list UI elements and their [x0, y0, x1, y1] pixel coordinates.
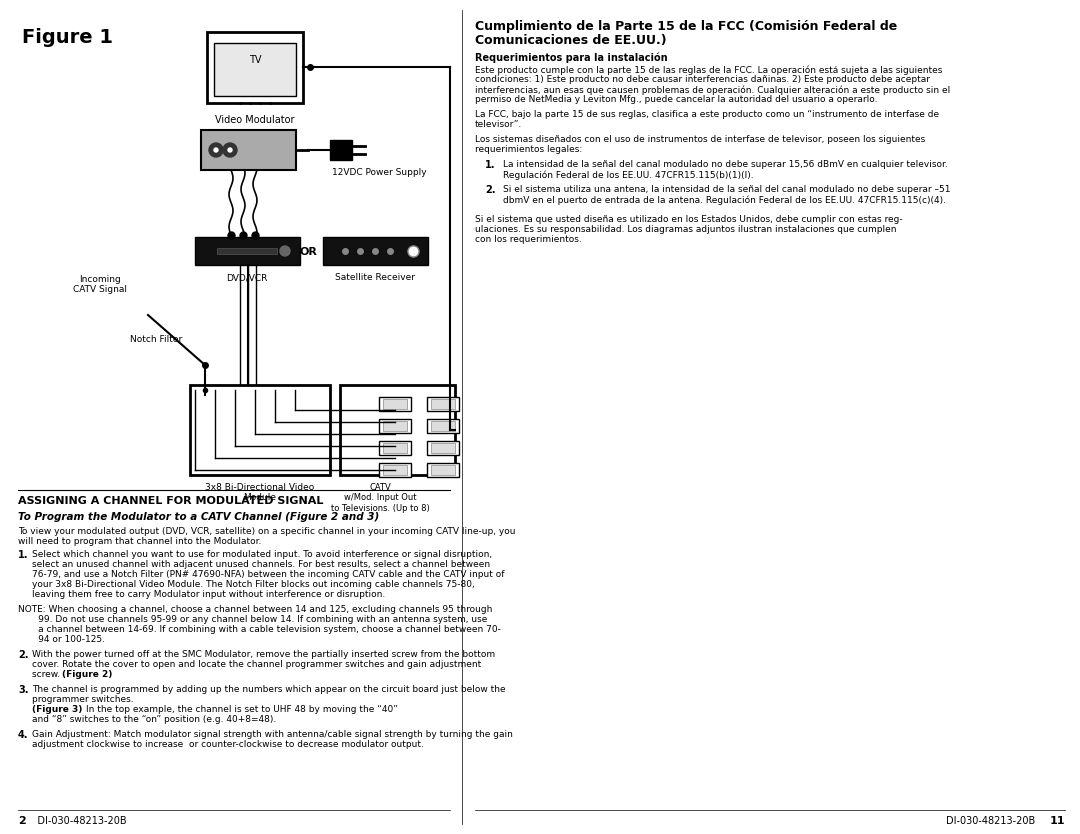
Circle shape — [210, 143, 222, 157]
FancyBboxPatch shape — [383, 465, 407, 475]
Text: With the power turned off at the SMC Modulator, remove the partially inserted sc: With the power turned off at the SMC Mod… — [32, 650, 495, 659]
Text: Los sistemas diseñados con el uso de instrumentos de interfase de televisor, pos: Los sistemas diseñados con el uso de ins… — [475, 135, 926, 144]
Text: 2: 2 — [18, 816, 26, 826]
Text: CATV
w/Mod. Input Out
to Televisions. (Up to 8): CATV w/Mod. Input Out to Televisions. (U… — [330, 483, 430, 513]
Text: con los requerimientos.: con los requerimientos. — [475, 235, 582, 244]
FancyBboxPatch shape — [379, 397, 411, 411]
Text: 3x8 Bi-Directional Video
Module: 3x8 Bi-Directional Video Module — [205, 483, 314, 502]
FancyBboxPatch shape — [340, 385, 455, 475]
FancyBboxPatch shape — [431, 399, 455, 409]
Text: DVD/VCR: DVD/VCR — [227, 273, 268, 282]
Text: Si el sistema utiliza una antena, la intensidad de la señal del canal modulado n: Si el sistema utiliza una antena, la int… — [503, 185, 950, 194]
FancyBboxPatch shape — [431, 443, 455, 453]
Text: requerimientos legales:: requerimientos legales: — [475, 145, 582, 154]
Text: 11: 11 — [1050, 816, 1065, 826]
FancyBboxPatch shape — [383, 421, 407, 431]
Text: select an unused channel with adjacent unused channels. For best results, select: select an unused channel with adjacent u… — [32, 560, 490, 569]
Text: Notch Filter: Notch Filter — [130, 335, 183, 344]
Text: DI-030-48213-20B: DI-030-48213-20B — [28, 816, 126, 826]
Text: adjustment clockwise to increase  or counter-clockwise to decrease modulator out: adjustment clockwise to increase or coun… — [32, 740, 423, 749]
FancyBboxPatch shape — [217, 248, 276, 254]
Text: (Figure 3): (Figure 3) — [32, 705, 82, 714]
FancyBboxPatch shape — [323, 237, 428, 265]
Text: Regulación Federal de los EE.UU. 47CFR15.115(b)(1)(I).: Regulación Federal de los EE.UU. 47CFR15… — [503, 170, 754, 179]
Text: NOTE: When choosing a channel, choose a channel between 14 and 125, excluding ch: NOTE: When choosing a channel, choose a … — [18, 605, 492, 614]
Text: Si el sistema que usted diseña es utilizado en los Estados Unidos, debe cumplir : Si el sistema que usted diseña es utiliz… — [475, 215, 903, 224]
Text: TV: TV — [248, 54, 261, 64]
FancyBboxPatch shape — [383, 443, 407, 453]
FancyBboxPatch shape — [379, 419, 411, 433]
FancyBboxPatch shape — [427, 463, 459, 477]
FancyBboxPatch shape — [194, 237, 299, 265]
Text: your 3x8 Bi-Directional Video Module. The Notch Filter blocks out incoming cable: your 3x8 Bi-Directional Video Module. Th… — [32, 580, 475, 589]
Text: 1.: 1. — [18, 550, 28, 560]
Text: 2.: 2. — [485, 185, 496, 195]
Text: a channel between 14-69. If combining with a cable television system, choose a c: a channel between 14-69. If combining wi… — [18, 625, 501, 634]
Text: La intensidad de la señal del canal modulado no debe superar 15,56 dBmV en cualq: La intensidad de la señal del canal modu… — [503, 160, 948, 169]
FancyBboxPatch shape — [330, 140, 352, 160]
Text: Gain Adjustment: Match modulator signal strength with antenna/cable signal stren: Gain Adjustment: Match modulator signal … — [32, 730, 513, 739]
Text: Incoming
CATV Signal: Incoming CATV Signal — [73, 275, 127, 294]
FancyBboxPatch shape — [431, 421, 455, 431]
FancyBboxPatch shape — [379, 441, 411, 455]
FancyBboxPatch shape — [383, 399, 407, 409]
Text: In the top example, the channel is set to UHF 48 by moving the “40”: In the top example, the channel is set t… — [86, 705, 397, 714]
Text: 76-79, and use a Notch Filter (PN# 47690-NFA) between the incoming CATV cable an: 76-79, and use a Notch Filter (PN# 47690… — [32, 570, 504, 579]
Circle shape — [280, 246, 291, 256]
FancyBboxPatch shape — [427, 397, 459, 411]
Text: televisor”.: televisor”. — [475, 120, 523, 129]
Text: Select which channel you want to use for modulated input. To avoid interference : Select which channel you want to use for… — [32, 550, 492, 559]
Text: Video Modulator: Video Modulator — [215, 115, 295, 125]
Text: interferencias, aun esas que causen problemas de operación. Cualquier alteración: interferencias, aun esas que causen prob… — [475, 85, 950, 94]
Text: Figure 1: Figure 1 — [22, 28, 113, 47]
Text: To Program the Modulator to a CATV Channel (Figure 2 and 3): To Program the Modulator to a CATV Chann… — [18, 512, 379, 522]
Circle shape — [214, 148, 218, 152]
FancyBboxPatch shape — [201, 130, 296, 170]
FancyBboxPatch shape — [431, 465, 455, 475]
Circle shape — [228, 148, 232, 152]
Text: La FCC, bajo la parte 15 de sus reglas, clasifica a este producto como un “instr: La FCC, bajo la parte 15 de sus reglas, … — [475, 110, 940, 119]
Text: ASSIGNING A CHANNEL FOR MODULATED SIGNAL: ASSIGNING A CHANNEL FOR MODULATED SIGNAL — [18, 496, 323, 506]
Text: 3.: 3. — [18, 685, 28, 695]
Text: Este producto cumple con la parte 15 de las reglas de la FCC. La operación está : Este producto cumple con la parte 15 de … — [475, 65, 943, 74]
FancyBboxPatch shape — [207, 32, 303, 103]
Text: The channel is programmed by adding up the numbers which appear on the circuit b: The channel is programmed by adding up t… — [32, 685, 505, 694]
Text: permiso de NetMedia y Leviton Mfg., puede cancelar la autoridad del usuario a op: permiso de NetMedia y Leviton Mfg., pued… — [475, 95, 877, 104]
Text: ulaciones. Es su responsabilidad. Los diagramas adjuntos ilustran instalaciones : ulaciones. Es su responsabilidad. Los di… — [475, 225, 896, 234]
FancyBboxPatch shape — [427, 419, 459, 433]
Text: screw.: screw. — [32, 670, 63, 679]
Text: 2.: 2. — [18, 650, 28, 660]
FancyBboxPatch shape — [379, 463, 411, 477]
FancyBboxPatch shape — [214, 43, 296, 96]
Text: Comunicaciones de EE.UU.): Comunicaciones de EE.UU.) — [475, 34, 666, 47]
Text: programmer switches.: programmer switches. — [32, 695, 134, 704]
Text: leaving them free to carry Modulator input without interference or disruption.: leaving them free to carry Modulator inp… — [32, 590, 386, 599]
Text: 99. Do not use channels 95-99 or any channel below 14. If combining with an ante: 99. Do not use channels 95-99 or any cha… — [18, 615, 487, 624]
Text: To view your modulated output (DVD, VCR, satellite) on a specific channel in you: To view your modulated output (DVD, VCR,… — [18, 527, 515, 536]
FancyBboxPatch shape — [427, 441, 459, 455]
Text: Requerimientos para la instalación: Requerimientos para la instalación — [475, 52, 667, 63]
FancyBboxPatch shape — [190, 385, 330, 475]
Text: 12VDC Power Supply: 12VDC Power Supply — [332, 168, 427, 177]
Text: condiciones: 1) Este producto no debe causar interferencias dañinas. 2) Este pro: condiciones: 1) Este producto no debe ca… — [475, 75, 930, 84]
Text: dbmV en el puerto de entrada de la antena. Regulación Federal de los EE.UU. 47CF: dbmV en el puerto de entrada de la anten… — [503, 195, 946, 204]
Text: Cumplimiento de la Parte 15 de la FCC (Comisión Federal de: Cumplimiento de la Parte 15 de la FCC (C… — [475, 20, 897, 33]
Text: 1.: 1. — [485, 160, 496, 170]
Text: OR: OR — [299, 247, 316, 257]
Text: 4.: 4. — [18, 730, 28, 740]
Text: DI-030-48213-20B: DI-030-48213-20B — [946, 816, 1035, 826]
Text: (Figure 2): (Figure 2) — [62, 670, 112, 679]
Text: cover. Rotate the cover to open and locate the channel programmer switches and g: cover. Rotate the cover to open and loca… — [32, 660, 482, 669]
Text: and “8” switches to the “on” position (e.g. 40+8=48).: and “8” switches to the “on” position (e… — [32, 715, 276, 724]
Circle shape — [222, 143, 237, 157]
Text: will need to program that channel into the Modulator.: will need to program that channel into t… — [18, 537, 261, 546]
Text: 94 or 100-125.: 94 or 100-125. — [18, 635, 105, 644]
Text: Satellite Receiver: Satellite Receiver — [335, 273, 415, 282]
